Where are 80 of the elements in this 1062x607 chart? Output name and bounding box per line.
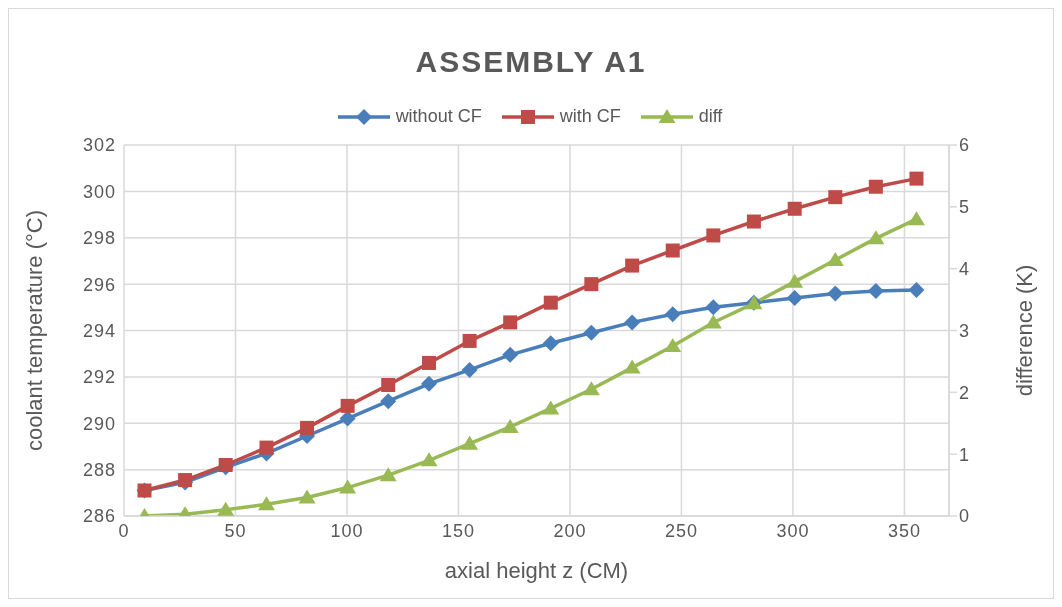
point xyxy=(907,211,925,226)
point xyxy=(542,335,559,352)
point xyxy=(868,179,883,194)
point xyxy=(787,201,802,216)
legend-label: without CF xyxy=(395,106,482,127)
point xyxy=(706,228,721,243)
y2-tick-label: 5 xyxy=(959,197,971,218)
point xyxy=(502,346,519,363)
x-tick-label: 200 xyxy=(553,520,587,541)
x-tick-label: 0 xyxy=(118,520,130,541)
point xyxy=(826,252,844,267)
point xyxy=(381,377,396,392)
point xyxy=(786,273,804,288)
y-tick-label: 292 xyxy=(82,367,116,388)
point xyxy=(298,489,316,504)
point xyxy=(867,230,885,245)
point xyxy=(339,479,357,494)
legend-label: with CF xyxy=(559,106,621,127)
point xyxy=(542,400,560,415)
x-tick-label: 250 xyxy=(664,520,698,541)
x-axis-title: axial height z (CM) xyxy=(444,558,629,583)
point xyxy=(217,501,235,516)
point xyxy=(543,295,558,310)
y2-tick-label: 6 xyxy=(959,135,971,156)
point xyxy=(746,214,761,229)
point xyxy=(664,337,682,352)
point xyxy=(828,190,843,205)
y2-axis-title: difference (K) xyxy=(1011,264,1037,397)
point xyxy=(908,281,925,298)
x-tick-label: 50 xyxy=(224,520,247,541)
y-tick-label: 286 xyxy=(82,506,116,527)
point xyxy=(503,315,518,330)
point xyxy=(909,171,924,186)
y2-tick-label: 3 xyxy=(959,320,971,341)
chart-title: ASSEMBLY A1 xyxy=(414,44,648,80)
y-axis-title: coolant temperature (°C) xyxy=(21,209,47,452)
y-tick-label: 294 xyxy=(82,320,116,341)
x-tick-label: 300 xyxy=(776,520,810,541)
point xyxy=(584,277,599,292)
point xyxy=(665,243,680,258)
point xyxy=(582,381,600,396)
x-tick-label: 350 xyxy=(887,520,921,541)
point xyxy=(420,452,438,467)
x-tick-label: 150 xyxy=(441,520,475,541)
y-tick-label: 300 xyxy=(82,181,116,202)
y-tick-label: 288 xyxy=(82,460,116,481)
x-tick-label: 100 xyxy=(330,520,364,541)
y2-tick-label: 2 xyxy=(959,382,971,403)
legend-label: diff xyxy=(698,106,723,127)
y-tick-label: 296 xyxy=(82,274,116,295)
point xyxy=(705,299,722,316)
y2-tick-label: 0 xyxy=(959,506,971,527)
point xyxy=(462,333,477,348)
point xyxy=(379,467,397,482)
point xyxy=(786,290,803,307)
point xyxy=(300,420,315,435)
point xyxy=(461,435,479,450)
y2-tick-label: 1 xyxy=(959,444,971,465)
point xyxy=(501,418,519,433)
point xyxy=(422,355,437,370)
point xyxy=(624,314,641,331)
point xyxy=(380,393,397,410)
point xyxy=(340,398,355,413)
y-tick-label: 290 xyxy=(82,413,116,434)
point xyxy=(339,410,356,427)
point xyxy=(421,375,438,392)
point xyxy=(461,361,478,378)
point xyxy=(704,314,722,329)
point xyxy=(623,359,641,374)
point xyxy=(827,285,844,302)
point xyxy=(867,283,884,300)
y-tick-label: 302 xyxy=(82,135,116,156)
y-tick-label: 298 xyxy=(82,228,116,249)
point xyxy=(259,440,274,455)
y2-tick-label: 4 xyxy=(959,259,971,280)
point xyxy=(583,324,600,341)
point xyxy=(625,258,640,273)
point xyxy=(257,496,275,511)
point xyxy=(218,457,233,472)
point xyxy=(664,306,681,323)
